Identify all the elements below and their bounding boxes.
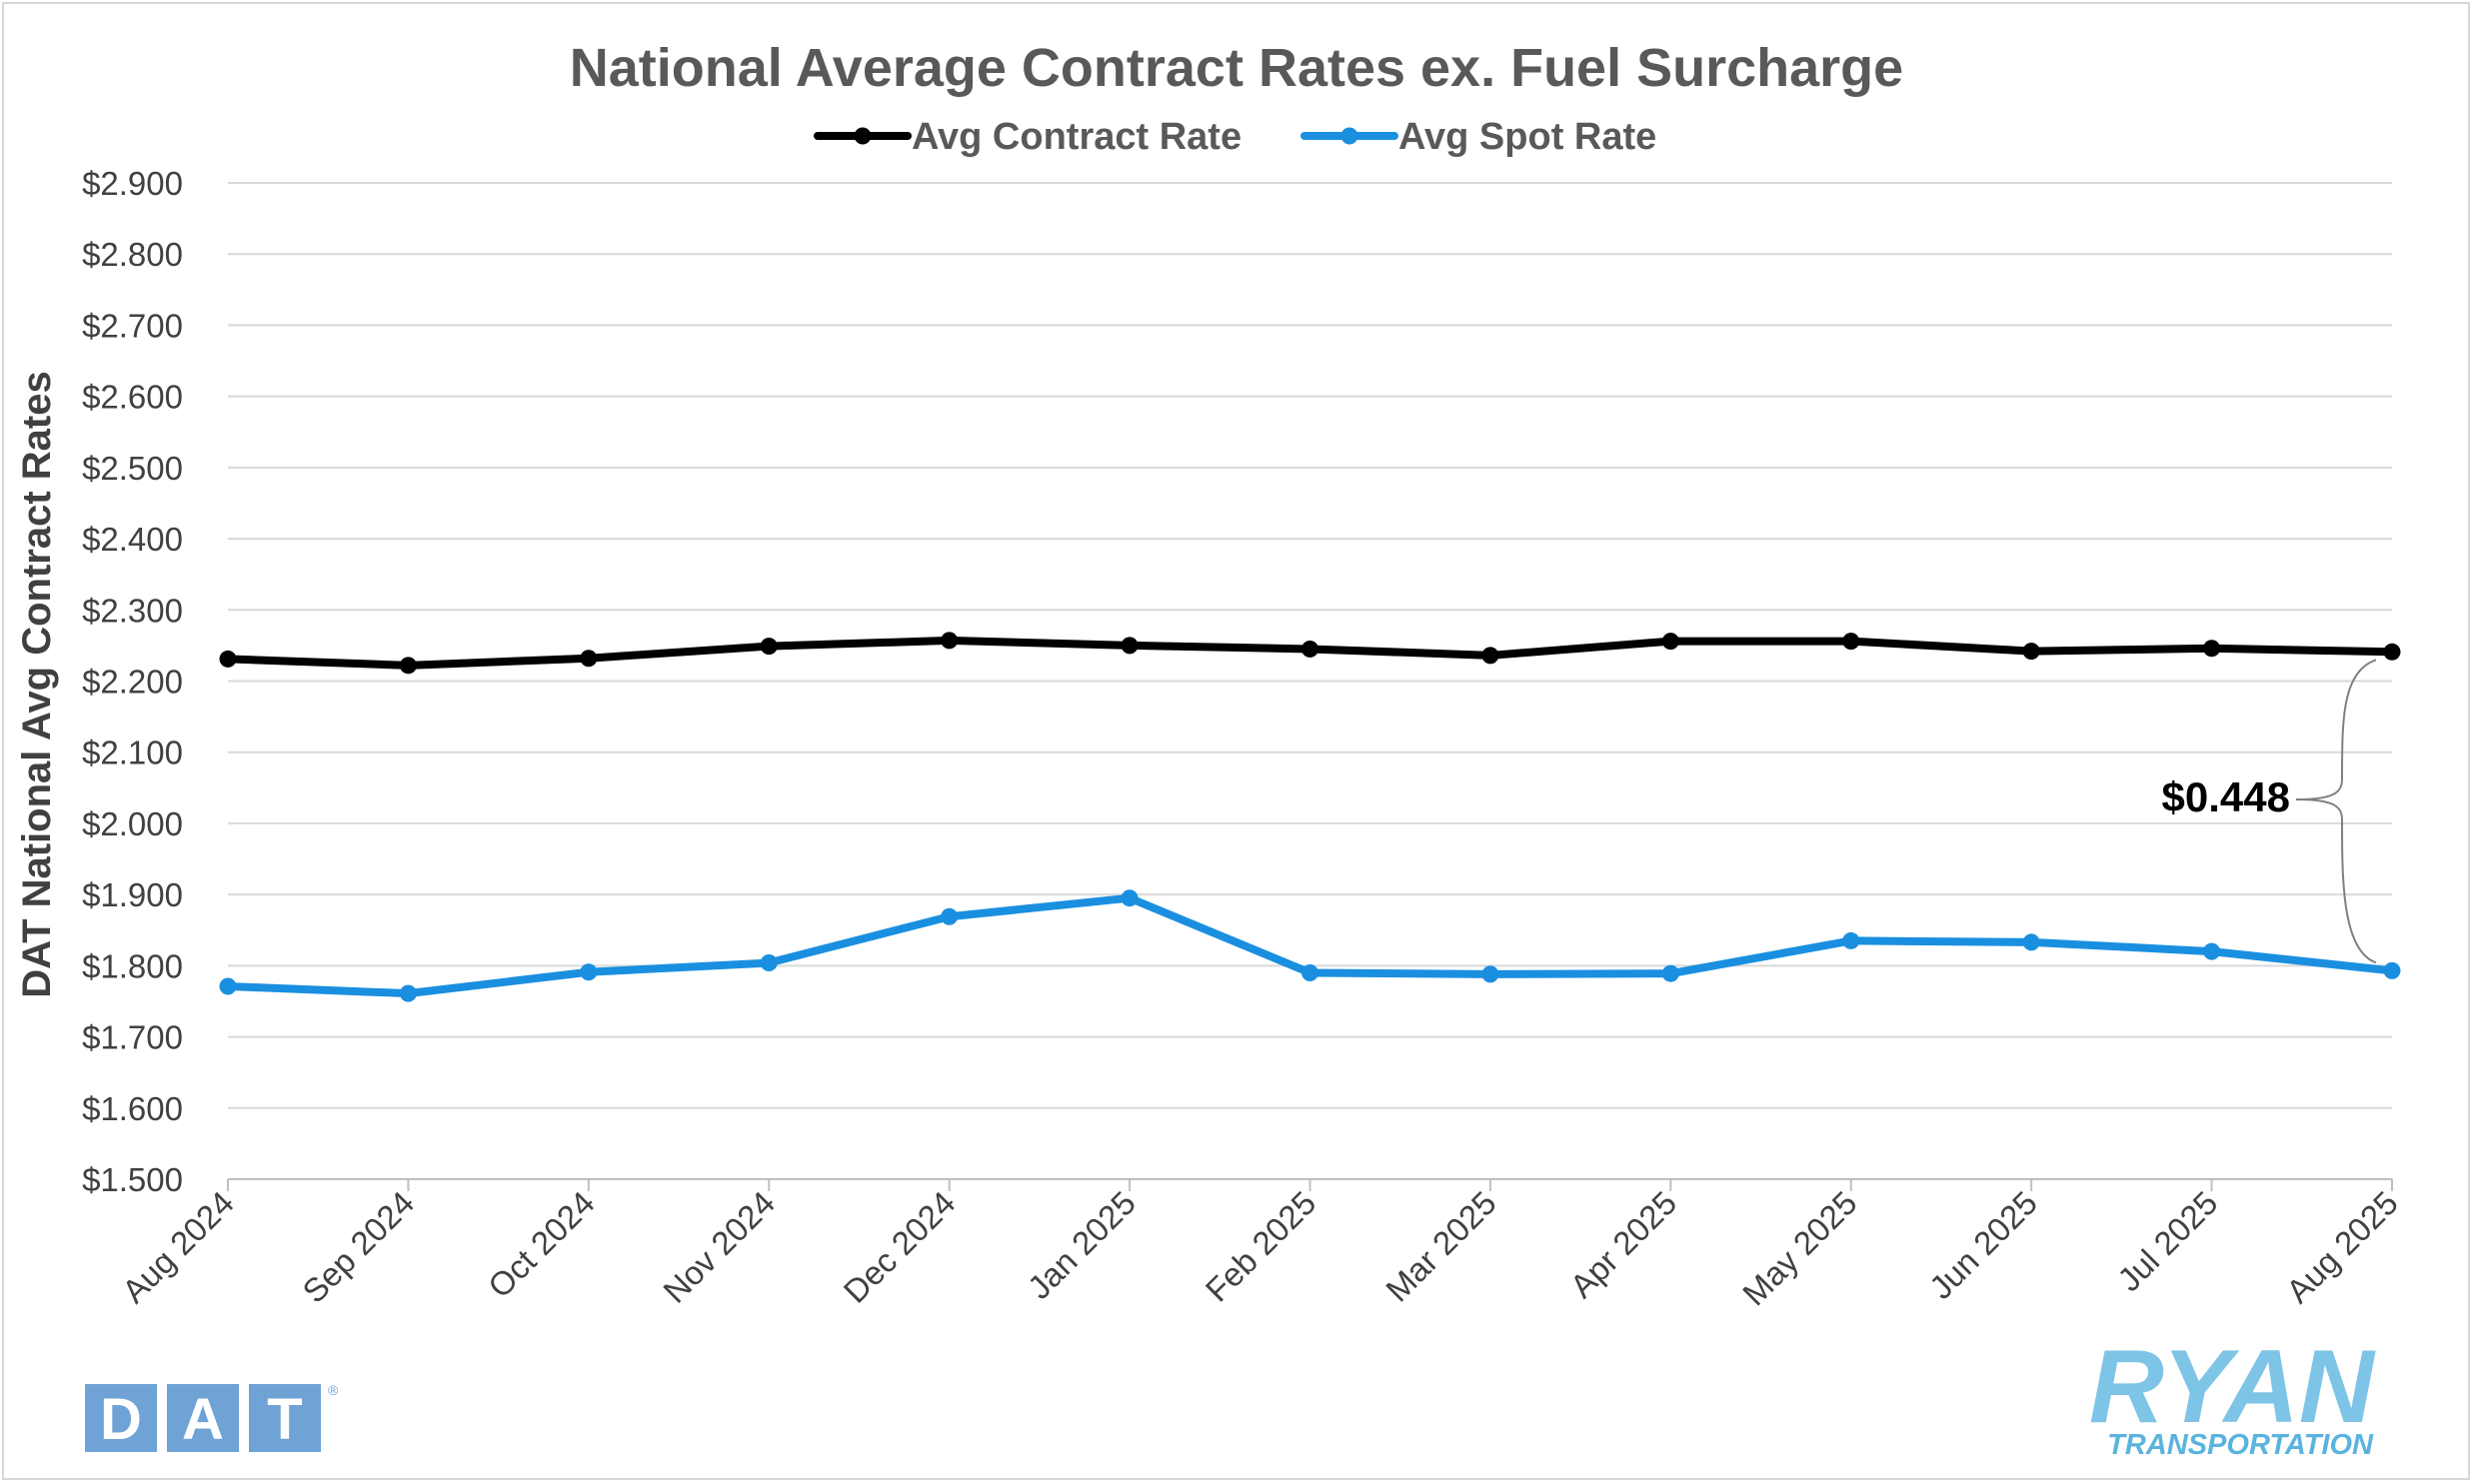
y-tick-label: $2.300 <box>82 592 183 629</box>
data-point <box>2203 942 2221 960</box>
data-point <box>1481 647 1499 665</box>
y-tick-label: $2.500 <box>82 450 183 487</box>
x-tick-label: Sep 2024 <box>295 1184 421 1310</box>
data-point <box>2022 643 2040 661</box>
gap-annotation: $0.448 <box>2162 659 2377 964</box>
y-tick-label: $2.700 <box>82 307 183 344</box>
y-axis-ticks: $1.500 $1.600 $1.700 $1.800 $1.900 $2.000 $2.1… <box>82 165 183 1198</box>
legend-marker <box>854 127 872 145</box>
y-tick-label: $1.700 <box>82 1019 183 1056</box>
legend-marker <box>1340 127 1358 145</box>
series-avg-spot-rate <box>219 889 2401 1002</box>
legend-item: Avg Contract Rate <box>814 116 1241 158</box>
data-point <box>760 638 778 656</box>
ryan-logo-wordmark: RYAN <box>2089 1329 2376 1445</box>
gap-annotation-label: $0.448 <box>2162 773 2290 820</box>
dat-logo-letter: T <box>267 1387 302 1452</box>
x-tick-label: Aug 2024 <box>115 1184 241 1310</box>
dat-logo-tile-3 <box>249 1384 321 1452</box>
y-tick-label: $2.000 <box>82 805 183 842</box>
data-point <box>219 650 237 668</box>
data-point <box>219 977 237 995</box>
data-point <box>2383 643 2401 661</box>
y-tick-label: $2.800 <box>82 236 183 273</box>
data-point <box>1842 633 1860 651</box>
gridlines <box>228 182 2392 1180</box>
data-point <box>580 650 598 668</box>
data-point <box>1121 637 1139 655</box>
x-tick-label: Nov 2024 <box>656 1184 782 1310</box>
data-point <box>941 632 959 650</box>
dat-logo-tile-1 <box>85 1384 157 1452</box>
y-tick-label: $2.600 <box>82 379 183 416</box>
legend-label: Avg Spot Rate <box>1398 116 1656 158</box>
y-axis-label: DAT National Avg Contract Rates <box>15 371 59 997</box>
ryan-transportation-logo: RYAN TRANSPORTATION <box>2089 1329 2376 1461</box>
data-point <box>1661 633 1679 651</box>
y-tick-label: $1.600 <box>82 1090 183 1127</box>
y-tick-label: $2.900 <box>82 165 183 202</box>
data-point <box>580 963 598 981</box>
y-tick-label: $2.100 <box>82 735 183 771</box>
data-point <box>1121 889 1139 907</box>
data-point <box>941 907 959 925</box>
data-point <box>2022 933 2040 951</box>
data-point <box>760 954 778 972</box>
x-tick-label: Jun 2025 <box>1922 1184 2044 1306</box>
data-point <box>1842 931 1860 949</box>
chart-title: National Average Contract Rates ex. Fuel… <box>570 38 1903 98</box>
data-point <box>2203 640 2221 658</box>
x-axis: Aug 2024 Sep 2024 Oct 2024 Nov 2024 Dec 2024… <box>115 1178 2405 1313</box>
dat-logo-letter: D <box>100 1387 142 1452</box>
x-tick-label: Jan 2025 <box>1021 1184 1143 1306</box>
dat-logo: D A T ® <box>85 1382 339 1453</box>
y-tick-label: $1.900 <box>82 876 183 913</box>
x-tick-label: Jul 2025 <box>2110 1184 2224 1298</box>
y-tick-label: $1.500 <box>82 1161 183 1198</box>
data-point <box>2383 961 2401 979</box>
y-tick-label: $2.400 <box>82 521 183 558</box>
data-point <box>399 657 417 675</box>
x-tick-label: Dec 2024 <box>837 1184 963 1310</box>
x-tick-label: Oct 2024 <box>481 1184 602 1305</box>
legend-item: Avg Spot Rate <box>1300 116 1656 158</box>
x-tick-label: Feb 2025 <box>1199 1184 1323 1309</box>
gap-brace <box>2295 659 2377 964</box>
data-point <box>1481 965 1499 983</box>
x-tick-label: Aug 2025 <box>2279 1184 2405 1310</box>
x-tick-label: Apr 2025 <box>1562 1184 1683 1305</box>
registered-mark: ® <box>328 1382 339 1398</box>
series-avg-contract-rate <box>219 632 2401 675</box>
y-tick-label: $2.200 <box>82 664 183 701</box>
legend: Avg Contract Rate Avg Spot Rate <box>814 116 1656 158</box>
dat-logo-letter: A <box>182 1387 224 1452</box>
ryan-logo-subtext: TRANSPORTATION <box>2107 1429 2374 1461</box>
x-tick-label: Mar 2025 <box>1378 1184 1503 1309</box>
data-point <box>1661 964 1679 982</box>
dat-logo-tile-2 <box>167 1384 239 1452</box>
legend-label: Avg Contract Rate <box>912 116 1241 158</box>
x-tick-label: May 2025 <box>1735 1184 1864 1313</box>
data-point <box>1301 640 1318 658</box>
y-tick-label: $1.800 <box>82 947 183 984</box>
series-layer <box>219 632 2401 1002</box>
data-point <box>1301 963 1318 981</box>
data-point <box>399 984 417 1002</box>
